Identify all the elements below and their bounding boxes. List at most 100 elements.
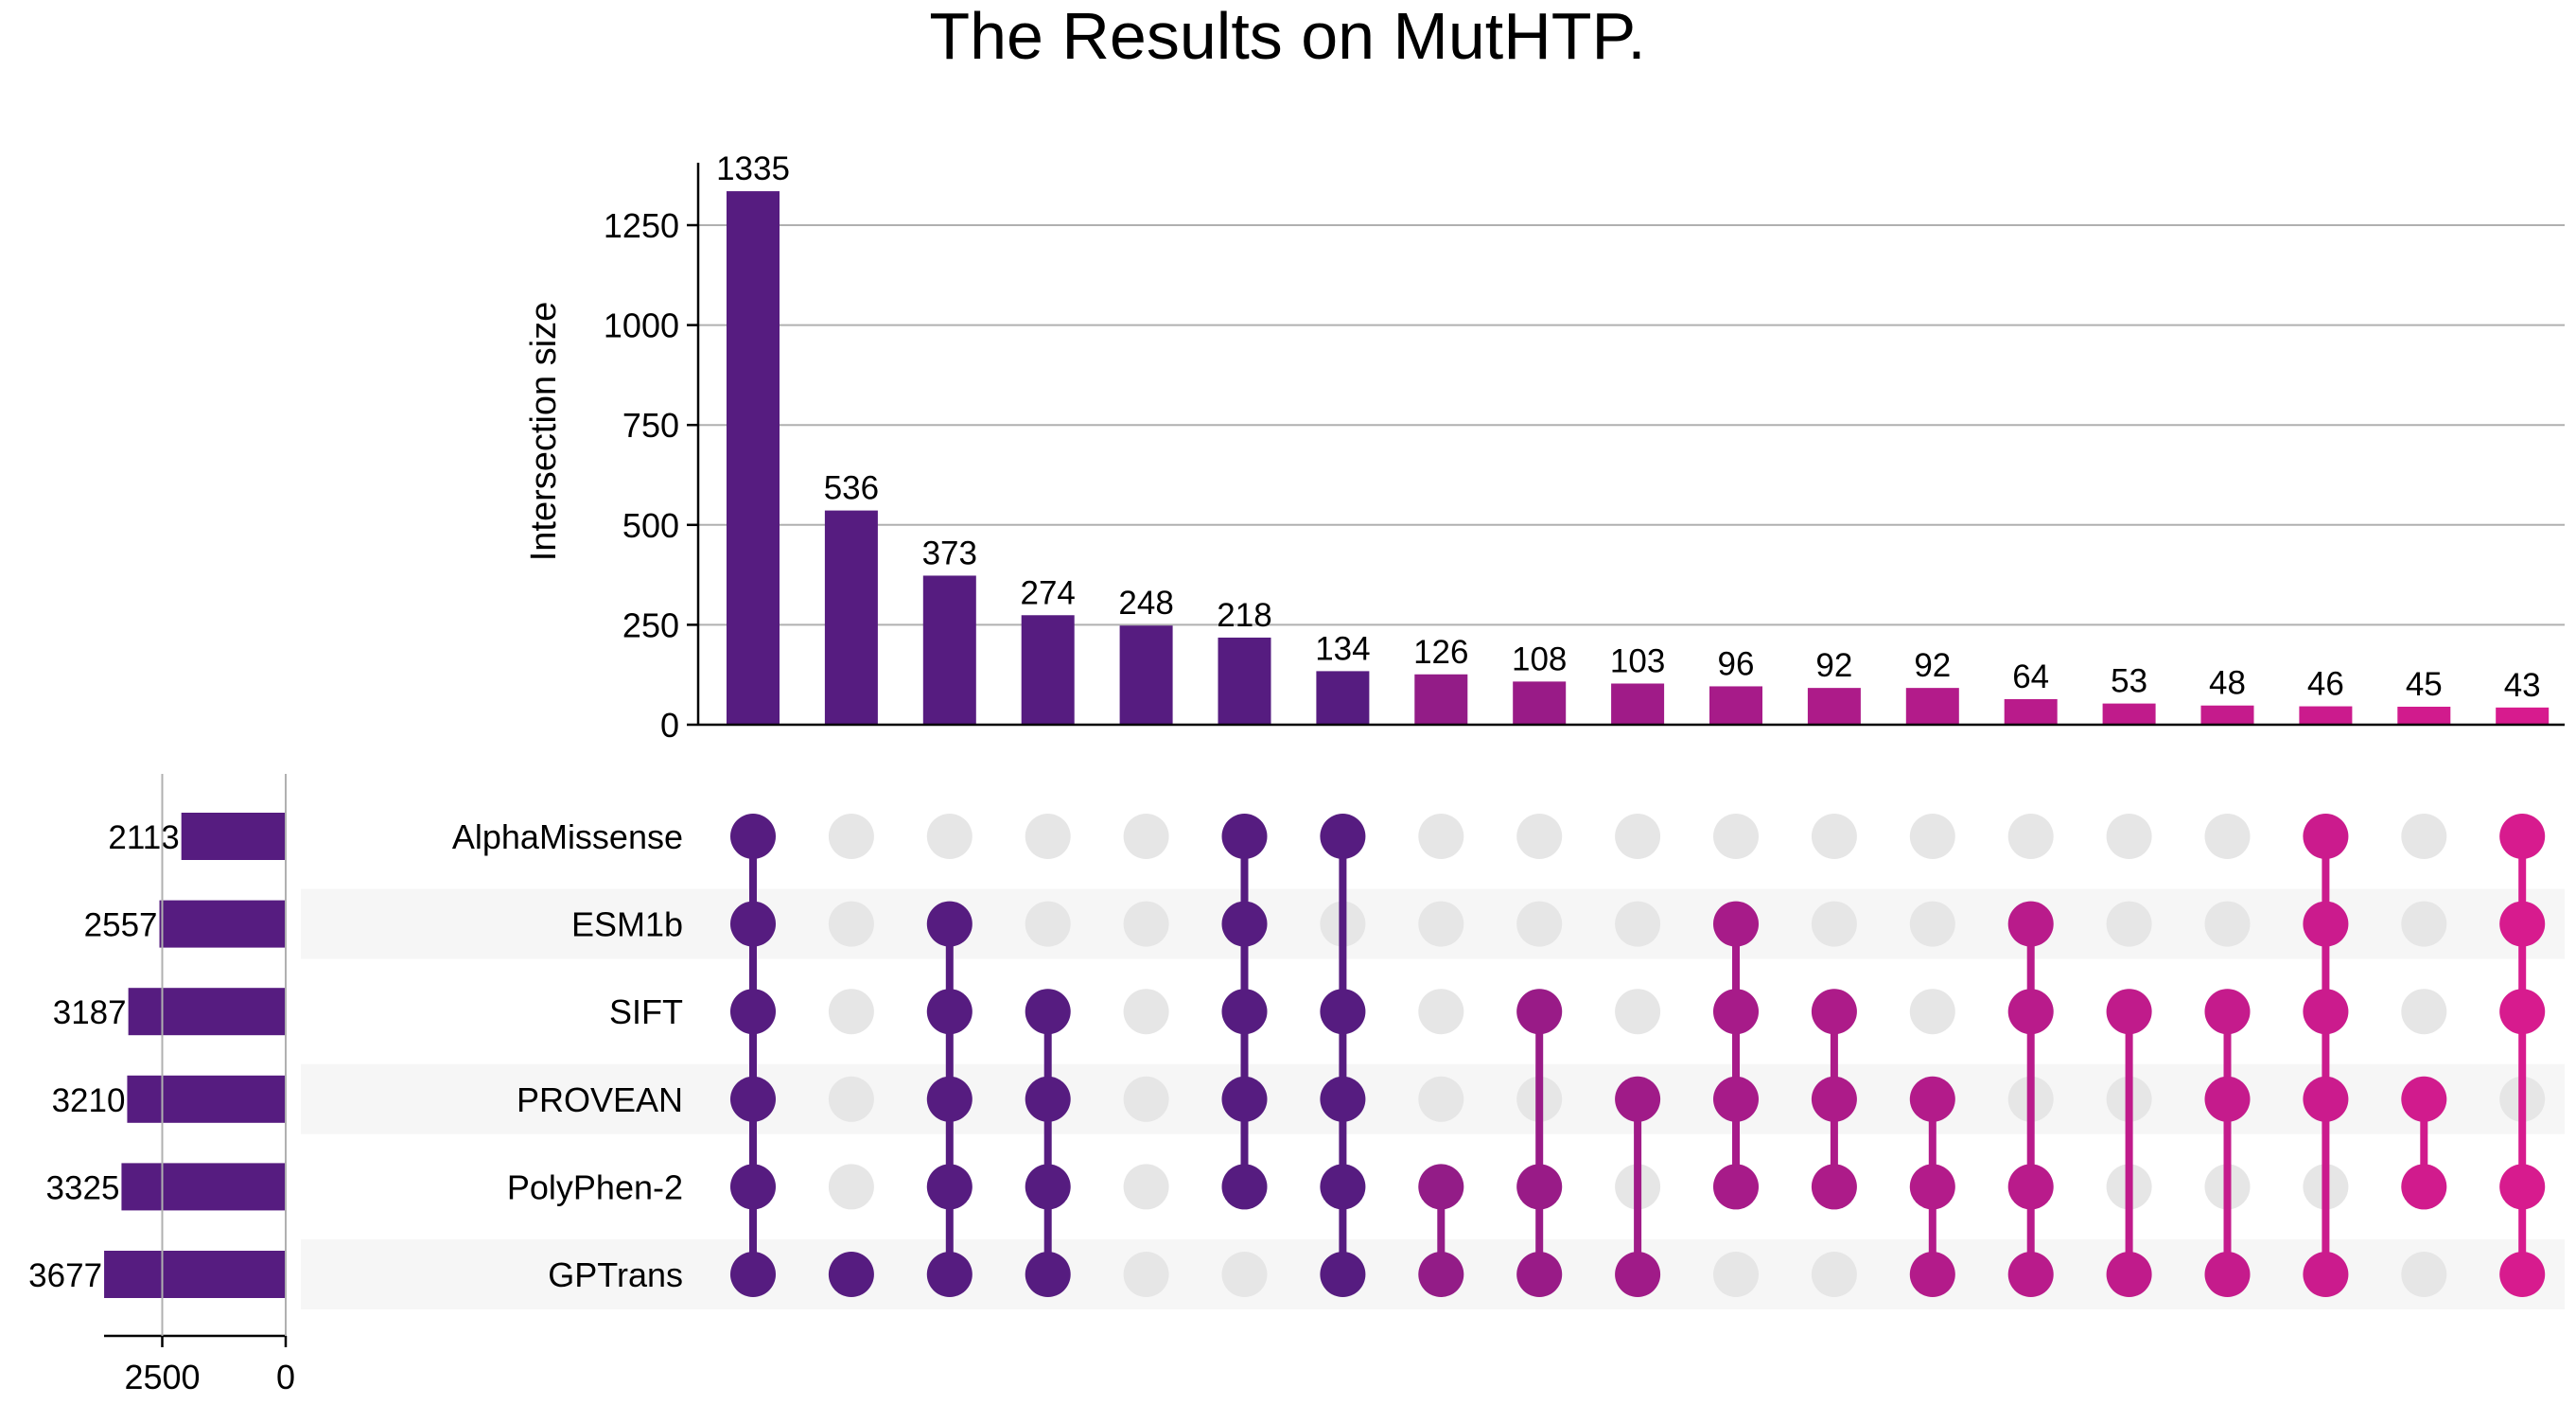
set-size-bars: 2113 2557 3187 3210 3325 3677 xyxy=(28,813,286,1298)
matrix-dot-inactive xyxy=(1221,1252,1268,1297)
intersection-bar xyxy=(1119,625,1173,725)
matrix-dot-active xyxy=(730,1076,776,1122)
intersection-value-label: 53 xyxy=(2111,663,2147,700)
matrix-dot-inactive xyxy=(1123,814,1169,859)
set-size-bar xyxy=(159,900,286,948)
set-name-label: PROVEAN xyxy=(517,1080,683,1119)
matrix-dot-active xyxy=(2401,1076,2447,1122)
matrix-dot-inactive xyxy=(1909,814,1955,859)
matrix-dot-inactive xyxy=(1516,901,1563,947)
set-size-tick-label: 0 xyxy=(276,1358,295,1396)
matrix-dot-active xyxy=(1221,1076,1268,1122)
matrix-dot-active xyxy=(730,901,776,947)
matrix-dot-active xyxy=(2204,1252,2251,1297)
matrix-dot-active xyxy=(926,901,973,947)
intersection-bar xyxy=(1021,615,1075,725)
matrix-dot-active xyxy=(1025,989,1071,1035)
intersection-value-label: 92 xyxy=(1914,647,1951,684)
intersection-value-label: 1335 xyxy=(716,150,790,187)
matrix-dot-inactive xyxy=(1123,901,1169,947)
set-labels: AlphaMissense ESM1b SIFT PROVEAN PolyPhen-2 G… xyxy=(452,817,683,1294)
set-size-label: 3187 xyxy=(53,994,127,1031)
matrix-dot-active xyxy=(1221,1164,1268,1210)
intersection-value-label: 48 xyxy=(2209,665,2246,702)
intersection-bar xyxy=(824,510,878,725)
set-size-tick-label: 2500 xyxy=(124,1358,200,1396)
matrix-dot-active xyxy=(1025,1076,1071,1122)
matrix-dot-active xyxy=(2499,1164,2546,1210)
matrix-dot-active xyxy=(2204,989,2251,1035)
matrix-dot-active xyxy=(730,1252,776,1297)
matrix-dot-active xyxy=(1221,814,1268,859)
matrix-dot-active xyxy=(2007,1164,2054,1210)
matrix-dot-inactive xyxy=(2401,989,2447,1035)
matrix-dot-active xyxy=(828,1252,874,1297)
matrix-dot-active xyxy=(1713,901,1759,947)
matrix-dot-active xyxy=(1811,1164,1857,1210)
matrix-dot-active xyxy=(2499,989,2546,1035)
intersection-value-label: 248 xyxy=(1118,585,1173,622)
matrix-dot-active xyxy=(1713,1164,1759,1210)
matrix-dot-inactive xyxy=(2106,814,2152,859)
matrix-dot-active xyxy=(730,989,776,1035)
matrix-dot-inactive xyxy=(828,901,874,947)
matrix-dot-active xyxy=(1909,1076,1955,1122)
matrix-dot-inactive xyxy=(2204,814,2251,859)
intersection-value-label: 45 xyxy=(2406,666,2443,703)
matrix-dot-active xyxy=(1811,1076,1857,1122)
intersection-bar xyxy=(1905,688,1959,725)
matrix-dot-active xyxy=(1516,1164,1563,1210)
matrix-dot-inactive xyxy=(1811,901,1857,947)
intersection-value-label: 43 xyxy=(2504,667,2541,704)
intersection-value-label: 108 xyxy=(1512,641,1567,677)
matrix-dot-active xyxy=(2499,814,2546,859)
intersection-value-label: 96 xyxy=(1718,645,1755,682)
intersection-value-label: 373 xyxy=(922,535,977,571)
matrix-dot-inactive xyxy=(2401,1252,2447,1297)
intersection-value-label: 536 xyxy=(824,470,879,507)
intersection-value-label: 126 xyxy=(1413,634,1468,671)
matrix-dot-inactive xyxy=(1811,1252,1857,1297)
intersection-bar xyxy=(1316,671,1370,725)
intersection-matrix xyxy=(730,814,2546,1297)
y-tick-label: 0 xyxy=(660,706,679,745)
matrix-dot-active xyxy=(2401,1164,2447,1210)
matrix-dot-inactive xyxy=(1123,1252,1169,1297)
intersection-bar xyxy=(1414,674,1468,725)
y-tick-label: 250 xyxy=(622,605,679,644)
chart-title: The Results on MutHTP. xyxy=(929,0,1645,73)
matrix-dot-inactive xyxy=(1418,901,1464,947)
matrix-dot-active xyxy=(1221,989,1268,1035)
intersection-value-label: 64 xyxy=(2012,658,2049,695)
matrix-dot-active xyxy=(1418,1252,1464,1297)
y-axis-label: Intersection size xyxy=(524,302,564,562)
matrix-dot-active xyxy=(1615,1252,1661,1297)
matrix-dot-inactive xyxy=(1713,814,1759,859)
matrix-dot-inactive xyxy=(1909,901,1955,947)
matrix-dot-active xyxy=(1615,1076,1661,1122)
intersection-bars: 1335 536 373 274 248 218 134 126 108 103 96 92 92 64 5… xyxy=(716,150,2550,725)
matrix-dot-inactive xyxy=(2106,901,2152,947)
set-size-bar xyxy=(121,1163,286,1211)
intersection-bar xyxy=(1218,637,1271,725)
matrix-dot-active xyxy=(730,814,776,859)
matrix-dot-inactive xyxy=(1418,814,1464,859)
set-name-label: ESM1b xyxy=(571,905,683,944)
matrix-dot-active xyxy=(2303,989,2349,1035)
matrix-dot-active xyxy=(2007,989,2054,1035)
matrix-dot-active xyxy=(730,1164,776,1210)
set-size-label: 2557 xyxy=(84,907,158,944)
matrix-dot-active xyxy=(1909,1252,1955,1297)
matrix-dot-inactive xyxy=(828,814,874,859)
matrix-dot-inactive xyxy=(1516,814,1563,859)
matrix-dot-active xyxy=(1320,1252,1366,1297)
intersection-bar xyxy=(2496,707,2550,725)
set-size-label: 2113 xyxy=(108,819,179,856)
matrix-dot-active xyxy=(1713,989,1759,1035)
matrix-dot-inactive xyxy=(1615,901,1661,947)
intersection-bar xyxy=(1513,681,1567,725)
matrix-dot-inactive xyxy=(828,989,874,1035)
matrix-dot-inactive xyxy=(1713,1252,1759,1297)
matrix-dot-active xyxy=(1025,1252,1071,1297)
